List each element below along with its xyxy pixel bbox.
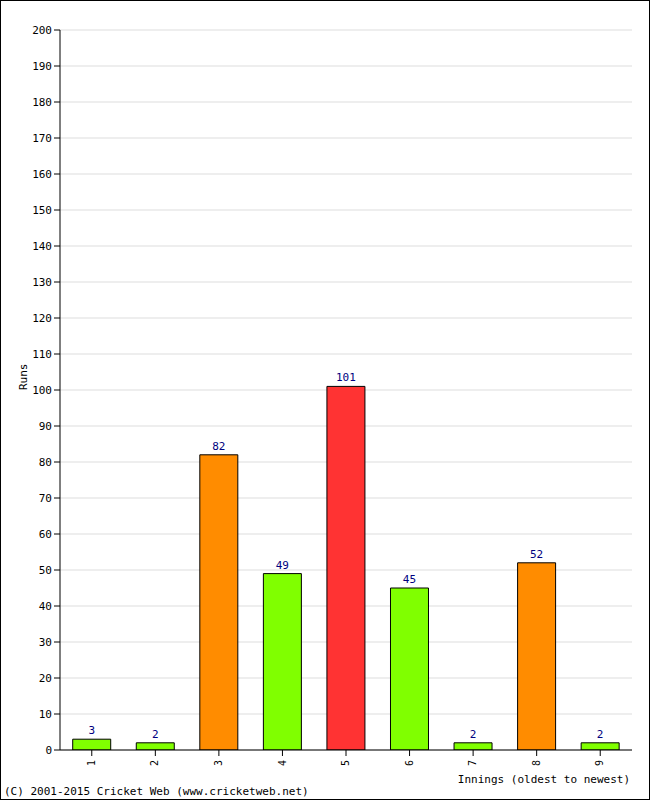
svg-text:82: 82 <box>212 440 225 453</box>
svg-text:20: 20 <box>39 672 52 685</box>
svg-text:170: 170 <box>32 132 52 145</box>
svg-text:52: 52 <box>530 548 543 561</box>
svg-text:110: 110 <box>32 348 52 361</box>
svg-text:60: 60 <box>39 528 52 541</box>
svg-text:6: 6 <box>404 760 415 766</box>
svg-text:70: 70 <box>39 492 52 505</box>
svg-text:130: 130 <box>32 276 52 289</box>
svg-text:10: 10 <box>39 708 52 721</box>
html-text:(C) 2001-2015 Cricket Web (www: (C) 2001-2015 Cricket Web (www.cricketwe… <box>4 785 309 798</box>
svg-text:140: 140 <box>32 240 52 253</box>
svg-text:2: 2 <box>470 728 477 741</box>
svg-text:45: 45 <box>403 573 416 586</box>
svg-text:3: 3 <box>213 760 224 766</box>
svg-text:7: 7 <box>467 760 478 766</box>
svg-text:50: 50 <box>39 564 52 577</box>
svg-text:8: 8 <box>531 760 542 766</box>
svg-text:80: 80 <box>39 456 52 469</box>
svg-text:3: 3 <box>88 724 95 737</box>
svg-text:101: 101 <box>336 371 356 384</box>
svg-text:30: 30 <box>39 636 52 649</box>
svg-text:1: 1 <box>86 760 97 766</box>
svg-text:Runs: Runs <box>17 364 30 391</box>
svg-text:5: 5 <box>340 760 351 766</box>
svg-text:40: 40 <box>39 600 52 613</box>
svg-text:0: 0 <box>45 744 52 757</box>
svg-text:4: 4 <box>277 760 288 766</box>
svg-text:190: 190 <box>32 60 52 73</box>
svg-text:2: 2 <box>152 728 159 741</box>
svg-text:120: 120 <box>32 312 52 325</box>
svg-text:49: 49 <box>276 559 289 572</box>
svg-text:2: 2 <box>149 760 160 766</box>
svg-text:160: 160 <box>32 168 52 181</box>
svg-text:2: 2 <box>597 728 604 741</box>
svg-text:150: 150 <box>32 204 52 217</box>
svg-text:9: 9 <box>594 760 605 766</box>
svg-text:100: 100 <box>32 384 52 397</box>
svg-text:90: 90 <box>39 420 52 433</box>
svg-text:200: 200 <box>32 24 52 37</box>
svg-text:180: 180 <box>32 96 52 109</box>
svg-text:Innings (oldest to newest): Innings (oldest to newest) <box>458 773 630 786</box>
